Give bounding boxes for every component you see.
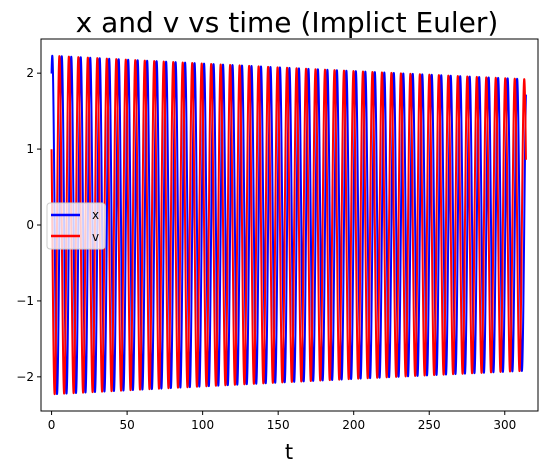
plot-area (40, 38, 539, 412)
y-tick-label: 1 (26, 142, 34, 156)
y-tick-label: 2 (26, 66, 34, 80)
x-tick-label: 300 (493, 418, 516, 432)
x-tick-label: 50 (119, 418, 134, 432)
legend: x v (46, 202, 106, 250)
legend-label-x: x (92, 208, 99, 222)
series-line-v (50, 55, 527, 396)
y-tick-label: −2 (16, 370, 34, 384)
series-layer (50, 54, 527, 396)
y-tick-label: 0 (26, 218, 34, 232)
chart-title: x and v vs time (Implict Euler) (76, 6, 499, 39)
y-axis: −2 −1 0 1 2 (16, 66, 41, 384)
x-tick-label: 200 (342, 418, 365, 432)
x-tick-label: 150 (267, 418, 290, 432)
x-tick-label: 0 (48, 418, 56, 432)
x-axis-label: t (285, 440, 293, 464)
x-tick-label: 100 (191, 418, 214, 432)
legend-label-v: v (92, 230, 99, 244)
x-tick-label: 250 (418, 418, 441, 432)
x-axis: 0 50 100 150 200 250 300 (48, 411, 516, 432)
y-tick-label: −1 (16, 294, 34, 308)
